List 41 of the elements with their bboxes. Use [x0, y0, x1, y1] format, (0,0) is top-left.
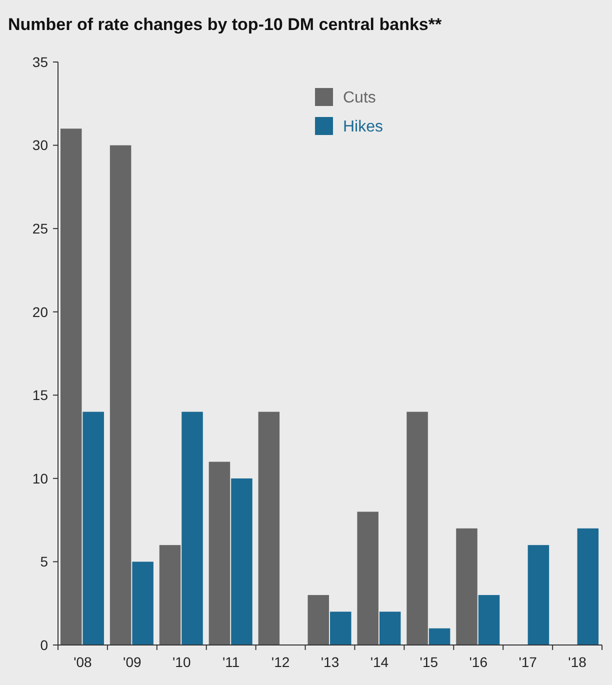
chart-title: Number of rate changes by top-10 DM central banks**: [8, 15, 442, 34]
bar: [159, 545, 181, 645]
x-tick-label: '09: [123, 654, 142, 670]
bar: [60, 128, 82, 645]
bar: [357, 512, 378, 645]
x-tick-label: '14: [370, 654, 389, 670]
y-tick-label: 20: [32, 304, 48, 320]
x-tick-label: '10: [172, 654, 191, 670]
y-tick-label: 5: [40, 554, 48, 570]
x-tick-label: '17: [518, 654, 538, 670]
y-tick-label: 25: [32, 220, 48, 236]
bar: [478, 595, 500, 645]
x-tick-label: '18: [568, 654, 587, 670]
bar: [406, 412, 428, 645]
bar: [308, 595, 329, 645]
bar: [132, 562, 154, 645]
y-tick-label: 30: [32, 137, 48, 154]
y-tick-label: 0: [40, 636, 48, 653]
bar: [379, 612, 401, 645]
x-tick-label: '08: [74, 654, 92, 670]
y-tick-label: 10: [32, 470, 48, 486]
bar: [577, 528, 599, 645]
bar: [330, 612, 352, 645]
bar: [182, 412, 203, 645]
x-tick-label: '13: [320, 654, 340, 670]
y-tick-label: 35: [32, 54, 48, 70]
bar: [82, 412, 104, 645]
bar: [456, 528, 478, 645]
y-tick-label: 15: [32, 387, 48, 404]
legend-label: Cuts: [343, 90, 376, 107]
bar: [110, 145, 132, 645]
x-tick-label: '11: [222, 654, 240, 670]
legend-label: Hikes: [343, 118, 384, 136]
bar: [208, 462, 230, 645]
bar: [428, 628, 450, 645]
bar: [528, 545, 550, 645]
bar: [231, 478, 252, 645]
x-tick-label: '15: [420, 654, 438, 670]
x-tick-label: '16: [469, 654, 488, 670]
x-tick-label: '12: [271, 654, 290, 670]
bar: [258, 412, 280, 645]
